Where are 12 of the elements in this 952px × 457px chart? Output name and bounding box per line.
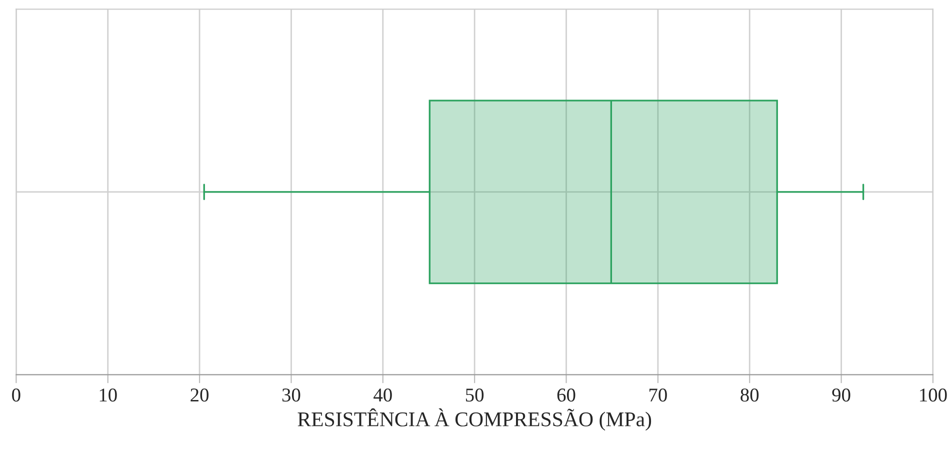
x-tick-label: 40 — [374, 388, 392, 402]
x-tick-label: 80 — [740, 388, 759, 402]
x-axis-title: RESISTÊNCIA À COMPRESSÃO (MPa) — [298, 408, 652, 431]
x-tick-label: 90 — [832, 388, 850, 402]
x-tick-label: 10 — [100, 388, 117, 402]
x-tick-label: 70 — [649, 388, 667, 402]
x-tick-label: 20 — [190, 388, 209, 402]
x-tick-label: 100 — [920, 388, 947, 402]
x-tick-label: 30 — [282, 388, 300, 402]
x-tick-label: 60 — [557, 388, 576, 402]
x-tick-label: 50 — [466, 388, 484, 402]
x-tick-label: 0 — [12, 388, 20, 402]
